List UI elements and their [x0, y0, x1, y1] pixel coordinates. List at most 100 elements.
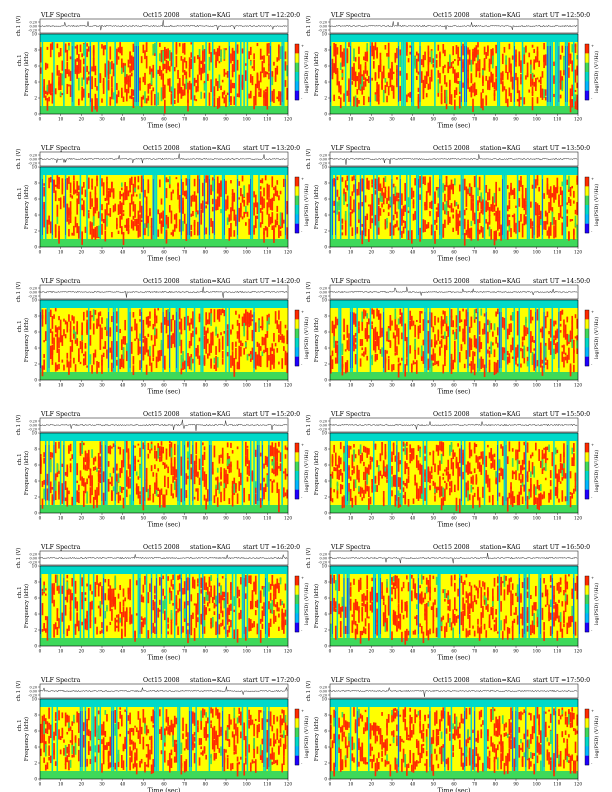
spectrogram-peak: [140, 594, 143, 603]
spectrogram-peak: [86, 77, 88, 85]
spectrogram-peak: [470, 90, 473, 96]
spectrogram-peak: [173, 443, 176, 456]
spectrogram-peak: [102, 45, 105, 56]
spectrogram-gap: [422, 441, 425, 505]
spectrogram-peak: [79, 341, 82, 350]
spectrogram-peak: [435, 340, 438, 345]
spectrogram-peak: [525, 216, 527, 223]
spectrogram-peak: [364, 480, 367, 494]
spectrogram-peak: [467, 59, 469, 72]
spectrogram-peak: [49, 176, 52, 183]
spectrogram-peak: [235, 483, 237, 493]
spectrogram-peak: [543, 447, 545, 450]
panel-start-ut: start UT =13:50:0: [533, 145, 590, 152]
spectrogram-gap: [235, 574, 237, 638]
spectrogram-peak: [230, 603, 232, 611]
spectrogram-peak: [276, 213, 279, 221]
spectrogram-patch: [430, 50, 433, 65]
spectrogram-peak: [215, 356, 217, 366]
spectrogram-peak: [91, 600, 93, 610]
spectrogram-peak: [472, 214, 474, 221]
spectrogram-low-streak: [285, 179, 286, 235]
spectrogram-xtick-label: 50: [431, 383, 437, 388]
spectrogram-peak: [364, 466, 367, 481]
timeseries-ytick-label: 0.00: [29, 157, 37, 161]
spectrogram-peak: [331, 498, 334, 503]
spectrogram-ytick-label: 2: [34, 362, 37, 367]
spectrogram-patch: [480, 192, 483, 202]
spectrogram-patch: [243, 185, 246, 197]
spectrogram-peak: [274, 67, 277, 82]
spectrogram-peak: [230, 581, 232, 591]
spectrogram-low-streak: [376, 179, 378, 235]
spectrogram-peak: [236, 50, 239, 54]
spectrogram-peak: [366, 355, 369, 361]
spectrogram-peak: [78, 53, 80, 64]
spectrogram-peak: [445, 320, 448, 332]
spectrogram-peak: [364, 310, 367, 317]
spectrogram-peak: [87, 456, 90, 470]
spectrogram-peak: [549, 341, 552, 355]
spectrogram-peak: [117, 491, 120, 504]
colorbar-segment: [585, 90, 589, 101]
spectrogram-peak: [377, 84, 380, 97]
spectrogram-peak: [230, 222, 232, 237]
spectrogram-peak: [538, 230, 540, 237]
spectrogram-peak: [251, 319, 254, 322]
spectrogram-gap: [202, 308, 204, 372]
spectrogram-peak: [573, 443, 575, 452]
spectrogram-peak: [381, 474, 383, 479]
spectrogram-peak: [526, 356, 529, 365]
spectrogram-low-streak: [424, 312, 426, 368]
spectrogram-peak: [495, 193, 497, 207]
spectrogram-peak: [482, 76, 484, 86]
spectrogram-peak: [165, 51, 168, 59]
spectrogram-peak: [381, 327, 383, 337]
spectrogram-gap: [63, 42, 65, 106]
spectrogram-patch: [46, 84, 49, 92]
spectrogram-peak: [195, 99, 198, 102]
spectrogram-patch: [387, 56, 390, 69]
spectrogram-peak: [46, 488, 49, 501]
spectrogram-peak: [208, 46, 211, 51]
spectrogram-peak: [119, 215, 122, 229]
spectrogram-peak: [387, 86, 390, 96]
spectrogram-peak: [190, 88, 193, 100]
spectrogram-peak: [91, 315, 93, 318]
spectrogram-peak: [230, 180, 232, 184]
spectrogram-peak: [248, 226, 250, 235]
spectrogram-peak: [414, 210, 416, 214]
spectrogram-peak: [117, 230, 120, 235]
spectrogram-xtick-label: 20: [79, 250, 85, 255]
spectrogram-peak: [256, 43, 259, 47]
timeseries-ytick-label: 0.00: [319, 157, 327, 161]
spectrogram-peak: [134, 318, 136, 331]
spectrogram-peak: [152, 324, 155, 330]
spectrogram-peak: [195, 464, 198, 477]
spectrogram-patch: [493, 192, 496, 203]
spectrogram-peak: [71, 232, 74, 236]
spectrogram-peak: [198, 355, 201, 365]
spectrogram-peak: [363, 461, 365, 467]
spectrogram-patch: [399, 492, 402, 505]
spectrogram-peak: [200, 215, 203, 225]
spectrogram-peak: [116, 311, 118, 324]
spectrogram-peak: [500, 78, 502, 81]
spectrogram-peak: [183, 581, 186, 595]
spectrogram-peak: [111, 446, 113, 449]
spectrogram-peak: [511, 448, 514, 452]
spectrogram-peak: [94, 456, 97, 462]
spectrogram-peak: [268, 42, 270, 54]
spectrogram-peak: [96, 175, 98, 187]
spectrogram-peak: [376, 331, 378, 341]
spectrogram-peak: [397, 192, 400, 199]
spectrogram-peak: [99, 630, 102, 635]
spectrogram-peak: [394, 455, 397, 462]
spectrogram-peak: [87, 177, 90, 189]
spectrogram-peak: [170, 455, 173, 467]
spectrogram-patch: [261, 351, 264, 357]
spectrogram-peak: [442, 44, 445, 54]
spectrogram-peak: [190, 333, 193, 341]
spectrogram-peak: [457, 477, 459, 491]
spectrogram-peak: [259, 191, 262, 205]
